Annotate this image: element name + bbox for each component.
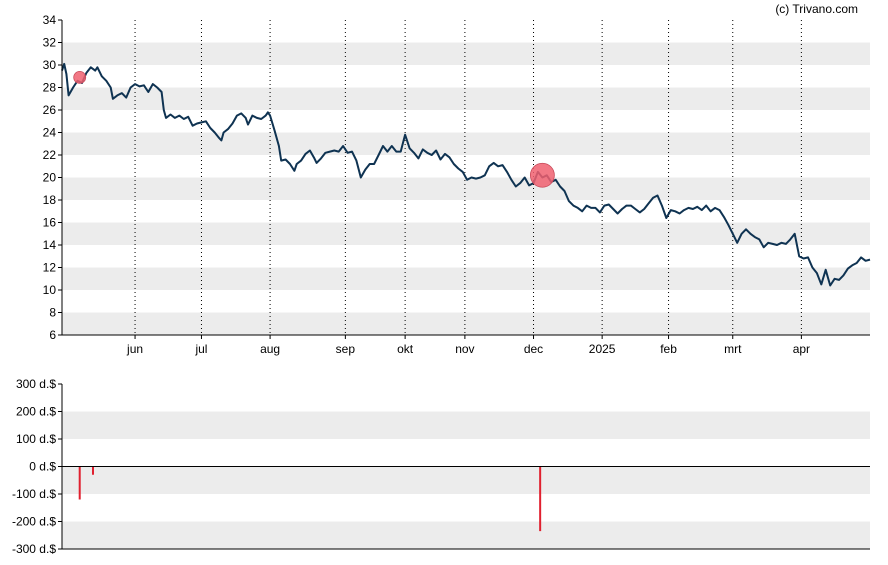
price-y-tick-label: 20 xyxy=(43,171,57,185)
transaction-band xyxy=(62,466,870,494)
month-tick-label: 2025 xyxy=(589,342,616,356)
month-tick-label: feb xyxy=(660,342,677,356)
month-tick-label: dec xyxy=(524,342,543,356)
price-band xyxy=(62,42,870,65)
price-y-tick-label: 28 xyxy=(43,81,57,95)
transaction-band xyxy=(62,411,870,439)
price-band xyxy=(62,132,870,155)
transaction-y-tick-label: 300 d.$ xyxy=(16,377,56,391)
transaction-y-tick-label: -100 d.$ xyxy=(12,487,56,501)
month-tick-label: apr xyxy=(793,342,810,356)
price-band xyxy=(62,312,870,335)
price-y-tick-label: 12 xyxy=(43,261,57,275)
transaction-y-tick-label: 100 d.$ xyxy=(16,432,56,446)
month-tick-label: jul xyxy=(194,342,207,356)
price-y-tick-label: 34 xyxy=(43,13,57,27)
price-y-tick-label: 6 xyxy=(49,328,56,342)
price-y-tick-label: 24 xyxy=(43,126,57,140)
transaction-y-tick-label: -200 d.$ xyxy=(12,515,56,529)
transaction-marker xyxy=(73,70,87,84)
price-band xyxy=(62,87,870,110)
price-y-tick-label: 22 xyxy=(43,148,57,162)
month-tick-label: aug xyxy=(260,342,280,356)
transaction-y-tick-label: 0 d.$ xyxy=(29,460,56,474)
price-y-tick-label: 18 xyxy=(43,193,57,207)
price-y-tick-label: 32 xyxy=(43,36,57,50)
price-band xyxy=(62,222,870,245)
transaction-y-tick-label: 200 d.$ xyxy=(16,405,56,419)
price-y-tick-label: 8 xyxy=(49,306,56,320)
price-y-tick-label: 30 xyxy=(43,58,57,72)
price-band xyxy=(62,177,870,200)
transaction-bar xyxy=(539,466,542,532)
month-tick-label: jun xyxy=(126,342,143,356)
price-y-tick-label: 16 xyxy=(43,216,57,230)
price-y-tick-label: 26 xyxy=(43,103,57,117)
month-tick-label: mrt xyxy=(724,342,742,356)
copyright-text: (c) Trivano.com xyxy=(775,2,858,16)
price-series-line xyxy=(61,62,871,287)
transaction-bar xyxy=(91,466,94,475)
transaction-marker xyxy=(529,162,555,188)
price-y-tick-label: 14 xyxy=(43,238,57,252)
month-tick-label: sep xyxy=(336,342,356,356)
month-tick-label: nov xyxy=(455,342,474,356)
transaction-bar xyxy=(78,466,81,500)
price-y-tick-label: 10 xyxy=(43,283,57,297)
transaction-band xyxy=(62,521,870,549)
price-band xyxy=(62,267,870,290)
month-tick-label: okt xyxy=(397,342,414,356)
transaction-y-tick-label: -300 d.$ xyxy=(12,542,56,556)
